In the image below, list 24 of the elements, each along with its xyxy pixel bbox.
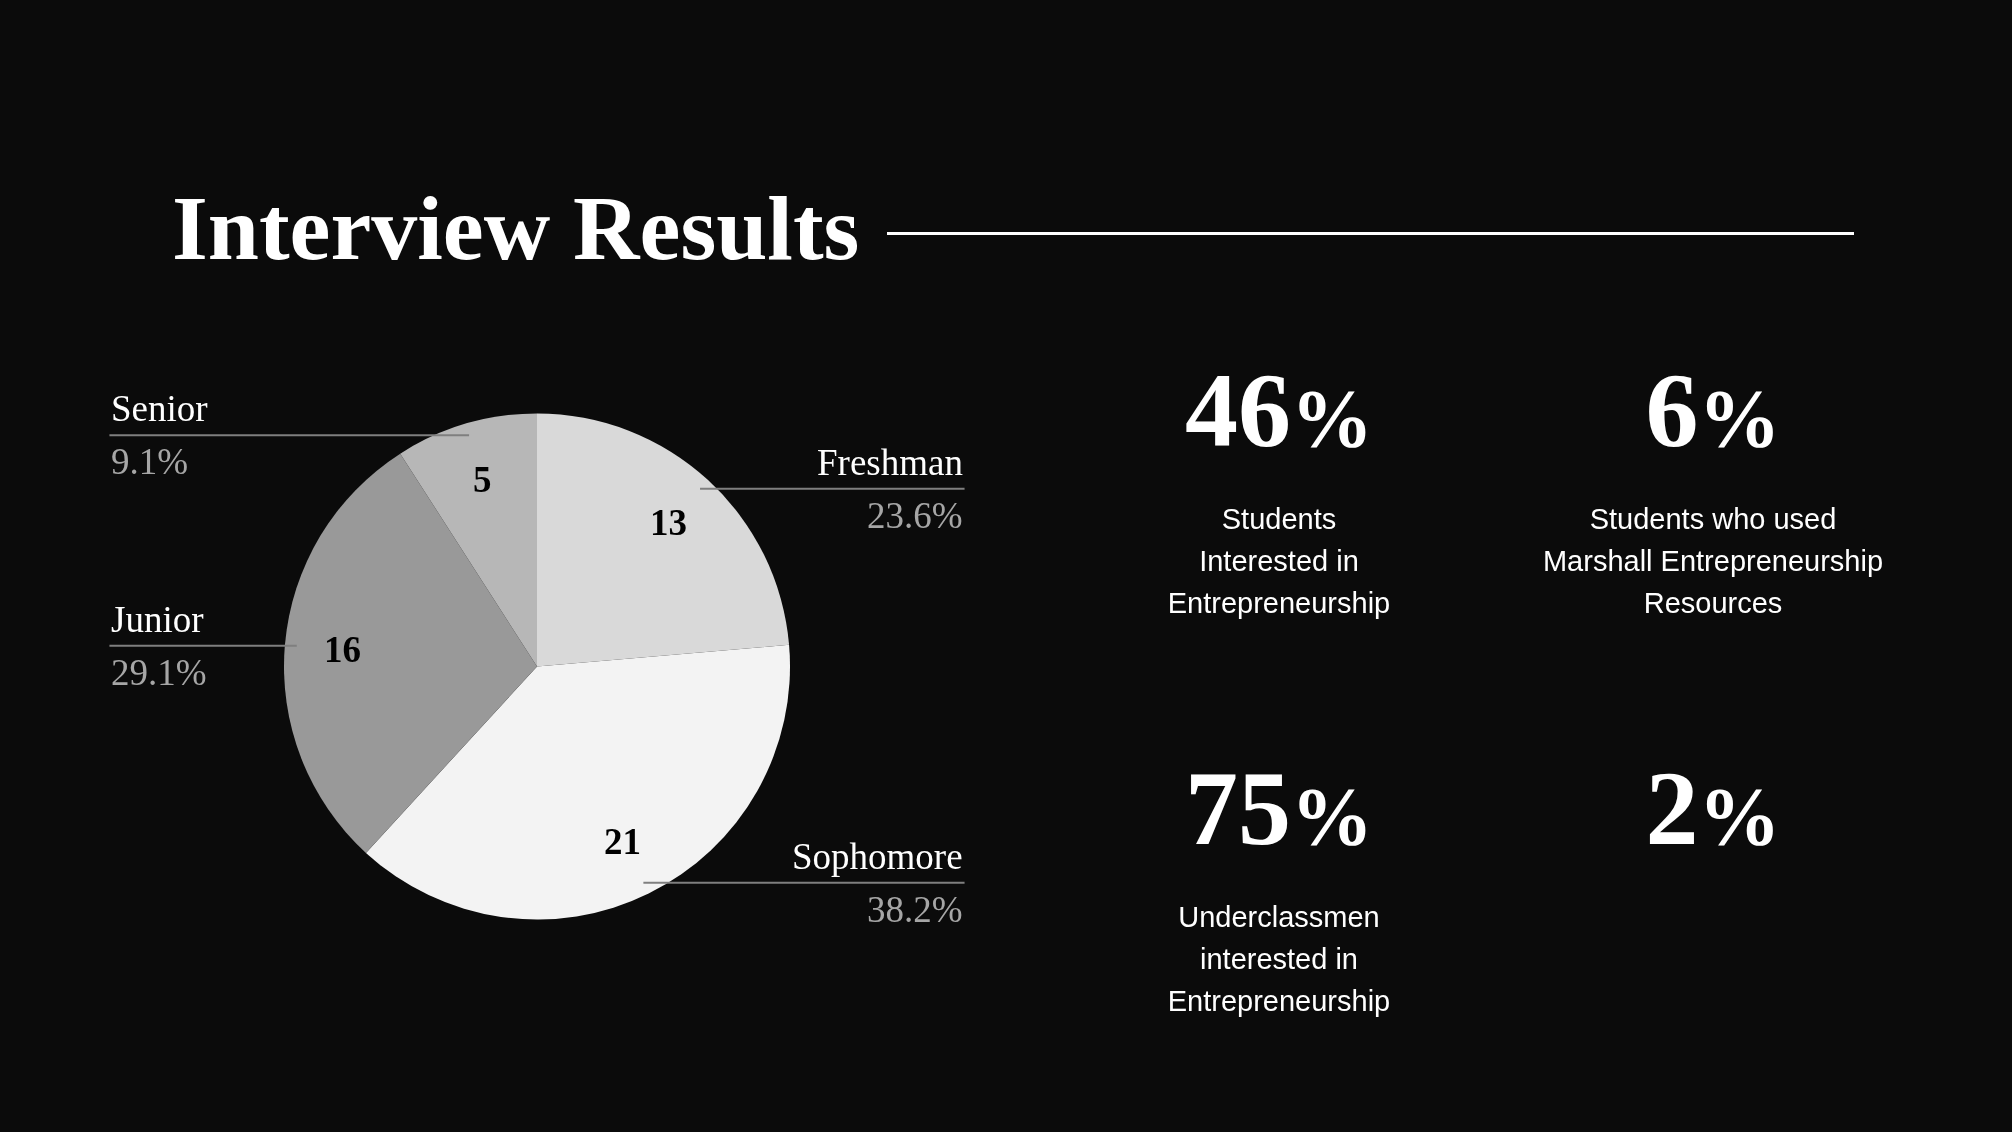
text: Students Interested in Entrepreneurship <box>1166 502 1392 621</box>
pie-slice <box>400 413 537 667</box>
text: Students who used Marshall Entrepreneurship Resources <box>1541 502 1885 621</box>
data-label: 13 <box>650 502 687 543</box>
text: 2% <box>1644 750 1782 867</box>
pie-slice <box>365 644 790 920</box>
text: 6% <box>1644 352 1782 469</box>
text: 9.1% <box>111 441 189 482</box>
text: 46% <box>1184 352 1374 469</box>
data-label: 16 <box>324 629 361 670</box>
data-label: 21 <box>604 821 641 862</box>
data-label: 5 <box>473 459 492 500</box>
text: 23.6% <box>867 495 963 536</box>
slice-label: Junior <box>111 599 204 640</box>
chart-title: Interview Results <box>172 177 860 280</box>
pie-slice <box>537 413 790 667</box>
slice-label: Senior <box>111 388 208 429</box>
pie-slice <box>284 453 537 853</box>
text: Underclassmen interested in Entrepreneurship <box>1166 900 1392 1019</box>
slice-label: Freshman <box>817 442 963 483</box>
text: 75% <box>1184 750 1374 867</box>
text: 38.2% <box>867 889 963 930</box>
text: 29.1% <box>111 652 207 693</box>
slice-label: Sophomore <box>792 836 963 877</box>
